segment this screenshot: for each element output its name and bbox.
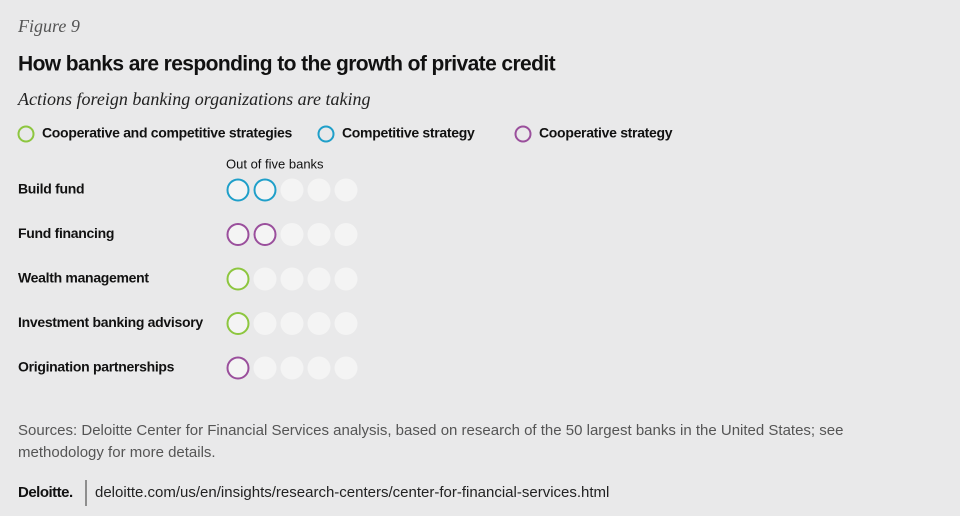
category-label: Fund financing xyxy=(18,225,114,241)
empty-dot xyxy=(334,356,358,380)
chart-title: How banks are responding to the growth o… xyxy=(18,53,556,76)
chart-subtitle: Actions foreign banking organizations ar… xyxy=(17,89,370,109)
empty-dot xyxy=(334,223,358,246)
empty-dot xyxy=(280,178,304,202)
empty-dot xyxy=(280,223,304,246)
legend-marker xyxy=(317,125,335,143)
empty-dot xyxy=(307,267,331,291)
category-label: Build fund xyxy=(18,181,84,197)
dot xyxy=(226,356,250,380)
empty-dot xyxy=(334,267,358,291)
dot xyxy=(226,223,250,246)
empty-dot xyxy=(307,356,331,380)
dot xyxy=(253,223,277,246)
empty-dot xyxy=(334,178,358,202)
empty-dot xyxy=(280,356,304,380)
empty-dot xyxy=(253,267,277,291)
source: Sources: Deloitte Center for Financial S… xyxy=(18,422,844,461)
empty-dot xyxy=(253,356,277,380)
url: deloitte.com/us/en/insights/research-cen… xyxy=(95,484,609,501)
empty-dot xyxy=(307,223,331,246)
empty-dot xyxy=(334,312,358,335)
legend-marker xyxy=(17,125,35,143)
empty-dot xyxy=(307,312,331,335)
dot xyxy=(226,267,250,291)
legend-label: Cooperative strategy xyxy=(539,125,673,141)
dot xyxy=(226,312,250,335)
logo: Deloitte. xyxy=(18,484,73,501)
legend-label: Cooperative and competitive strategies xyxy=(42,125,293,141)
category-label: Wealth management xyxy=(18,270,149,286)
category-label: Investment banking advisory xyxy=(18,314,203,330)
dot xyxy=(226,178,250,202)
figure-label: Figure 9 xyxy=(17,16,80,36)
axis-note: Out of five banks xyxy=(226,156,324,171)
empty-dot xyxy=(307,178,331,202)
legend-marker xyxy=(514,125,532,143)
empty-dot xyxy=(253,312,277,335)
empty-dot xyxy=(280,312,304,335)
dot xyxy=(253,178,277,202)
category-label: Origination partnerships xyxy=(18,359,175,375)
empty-dot xyxy=(280,267,304,291)
legend-label: Competitive strategy xyxy=(342,125,475,141)
